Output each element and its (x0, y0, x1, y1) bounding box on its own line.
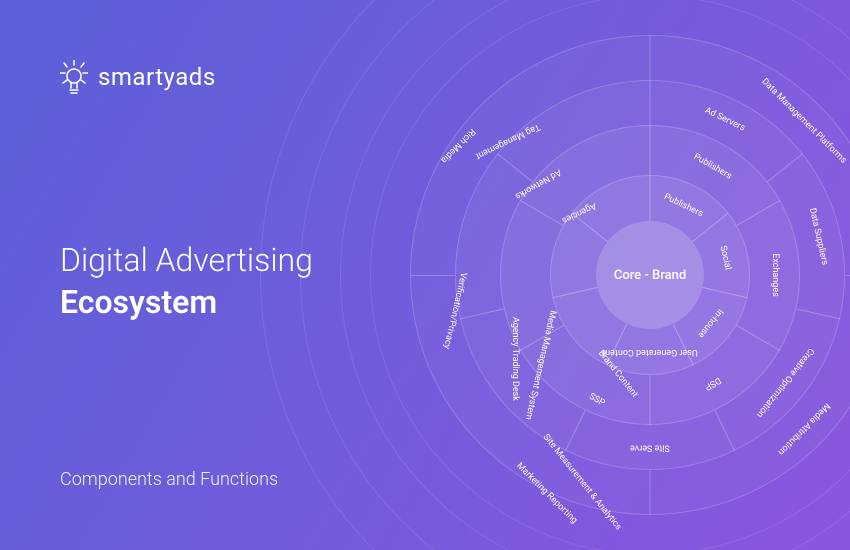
title-line-1: Digital Advertising (60, 240, 313, 282)
page-title: Digital Advertising Ecosystem (60, 240, 313, 323)
lightbulb-icon (60, 60, 88, 94)
brand-logo: smartyads (60, 60, 216, 94)
brand-name: smartyads (98, 63, 216, 91)
page-subtitle: Components and Functions (60, 469, 278, 490)
title-line-2: Ecosystem (60, 282, 313, 324)
